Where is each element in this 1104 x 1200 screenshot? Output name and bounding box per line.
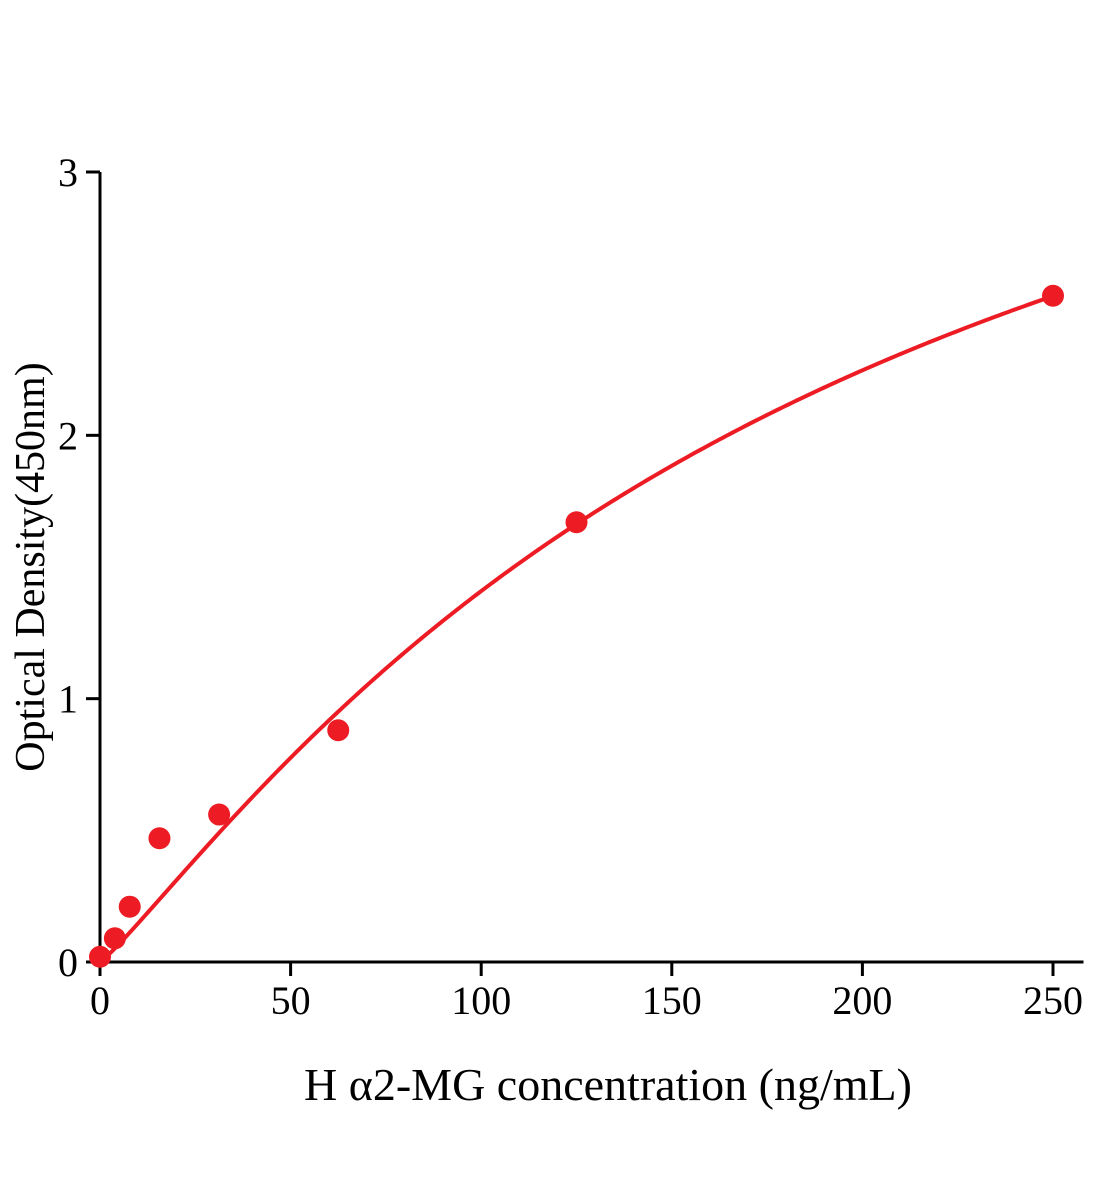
y-tick-label: 3 (58, 150, 78, 195)
plot-area: 0 50 100 150 200 250 0 1 2 3 (58, 150, 1084, 1023)
data-point (118, 895, 141, 918)
x-tick-label: 100 (451, 978, 511, 1023)
x-axis-title: H α2-MG concentration (ng/mL) (304, 1059, 912, 1110)
data-point (89, 945, 111, 968)
y-tick-label: 2 (58, 413, 78, 458)
x-tick-label: 200 (832, 978, 892, 1023)
x-tick-label: 50 (271, 978, 311, 1023)
x-tick-label: 150 (642, 978, 702, 1023)
data-point (103, 927, 126, 950)
data-point (1042, 284, 1064, 307)
x-tick-label: 250 (1023, 978, 1083, 1023)
fit-curve (98, 294, 1055, 964)
y-tick-label: 1 (58, 677, 78, 722)
data-point (565, 511, 588, 534)
y-tick-label: 0 (58, 940, 78, 985)
data-point (148, 827, 171, 850)
data-point (327, 719, 350, 742)
y-axis-title: Optical Density(450nm) (8, 362, 54, 771)
data-point (208, 803, 231, 826)
x-tick-label: 0 (90, 978, 110, 1023)
